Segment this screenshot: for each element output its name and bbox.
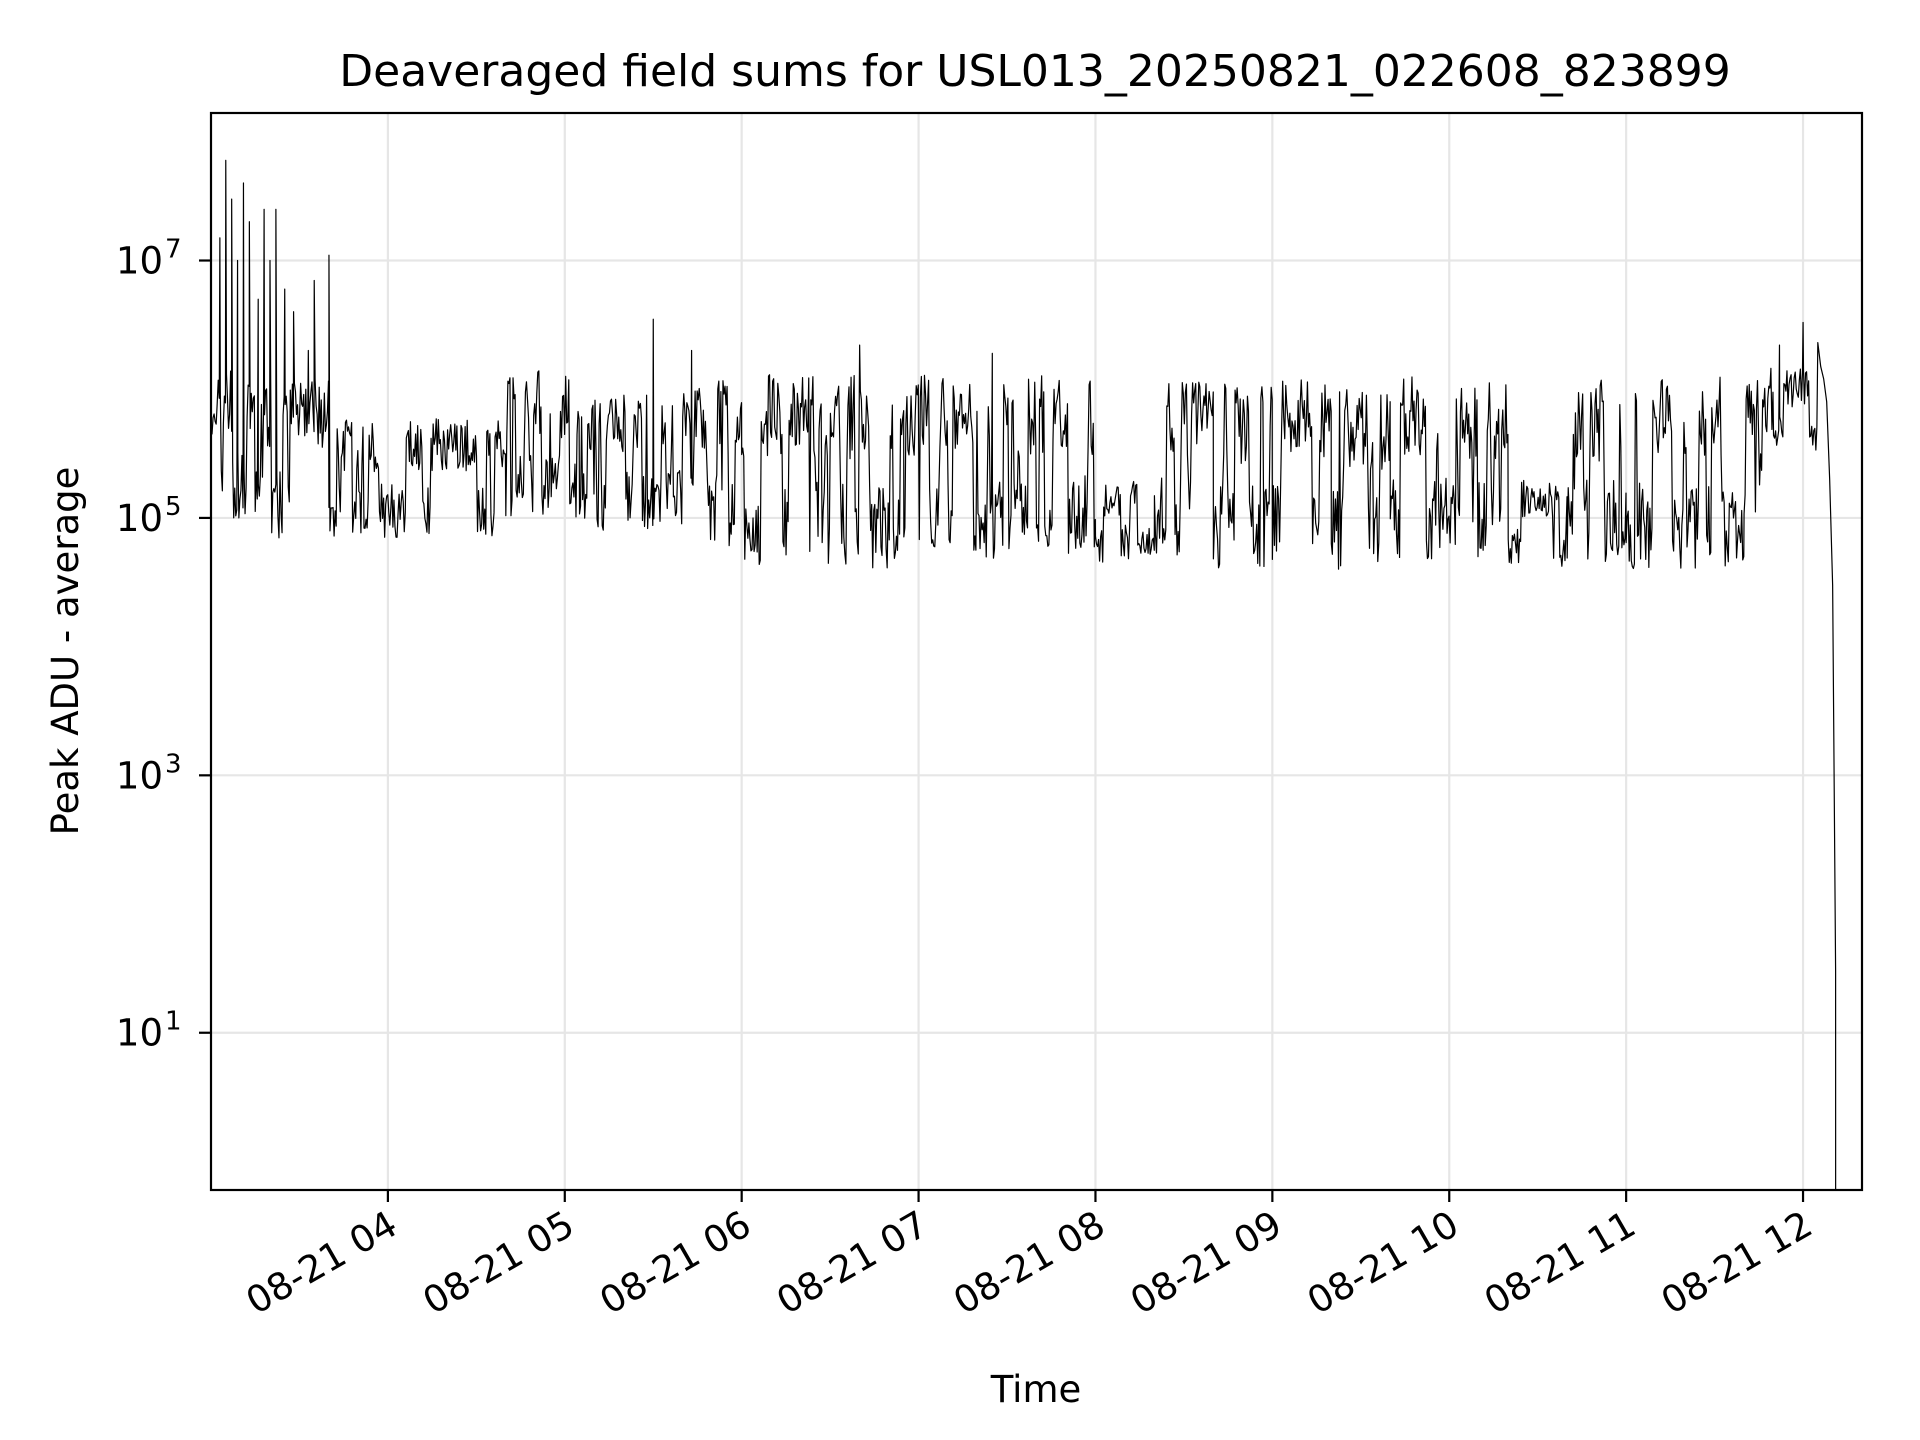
x-tick-label: 08-21 05	[416, 1203, 582, 1323]
x-tick-label: 08-21 04	[239, 1203, 405, 1323]
x-tick-label: 08-21 06	[593, 1203, 759, 1323]
y-tick-label: 10	[116, 497, 163, 540]
x-tick-label: 08-21 12	[1654, 1203, 1820, 1323]
plot-frame	[209, 111, 1864, 1192]
y-tick-label: 10	[116, 240, 163, 283]
x-tick-label: 08-21 08	[946, 1203, 1112, 1323]
chart-title: Deaveraged field sums for USL013_2025082…	[339, 46, 1731, 97]
grid	[211, 113, 1862, 1190]
x-tick-label: 08-21 09	[1123, 1203, 1289, 1323]
y-tick-exponent: 1	[165, 1007, 182, 1037]
y-tick-exponent: 7	[165, 235, 182, 265]
y-tick-exponent: 5	[165, 492, 182, 522]
x-axis-label: Time	[990, 1368, 1082, 1411]
x-tick-label: 08-21 11	[1477, 1203, 1643, 1323]
y-tick-exponent: 3	[165, 749, 182, 779]
series-line	[211, 159, 1837, 1190]
x-tick-label: 08-21 10	[1300, 1203, 1466, 1323]
x-axis: 08-21 04 08-21 05 08-21 06 08-21 07 08-21 08…	[239, 1190, 1820, 1323]
x-tick-label: 08-21 07	[769, 1203, 935, 1323]
y-tick-label: 10	[116, 754, 163, 797]
y-axis-label: Peak ADU - average	[44, 467, 87, 836]
series-area	[211, 159, 1837, 1190]
y-tick-label: 10	[116, 1012, 163, 1055]
